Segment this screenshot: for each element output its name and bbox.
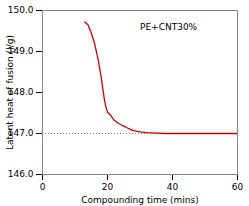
svg-text:146.0: 146.0 — [8, 169, 34, 179]
svg-text:40: 40 — [167, 182, 179, 192]
svg-text:Latent heat of fusion (J/g): Latent heat of fusion (J/g) — [5, 35, 15, 150]
svg-text:60: 60 — [232, 182, 244, 192]
svg-text:PE+CNT30%: PE+CNT30% — [140, 22, 198, 32]
svg-text:147.0: 147.0 — [7, 128, 34, 139]
svg-text:20: 20 — [102, 182, 114, 192]
svg-text:150.0: 150.0 — [8, 5, 34, 15]
svg-text:Compounding time (mins): Compounding time (mins) — [81, 195, 199, 205]
svg-text:149.0: 149.0 — [7, 46, 34, 57]
svg-text:148.0: 148.0 — [7, 87, 34, 98]
svg-text:0: 0 — [40, 182, 46, 192]
